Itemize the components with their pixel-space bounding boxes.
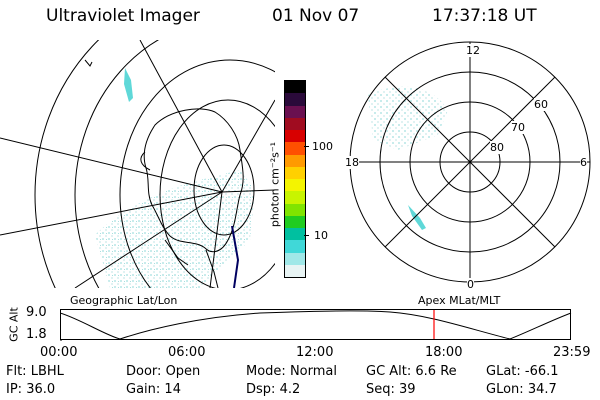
colorbar-segment: [285, 252, 305, 265]
status-filter: Flt: LBHL: [6, 364, 64, 379]
altitude-xtick-0: 00:00: [40, 345, 78, 360]
mlt-label-12: 12: [466, 44, 480, 57]
altitude-xtick-1: 06:00: [168, 345, 206, 360]
colorbar-segment: [285, 228, 305, 241]
altitude-xtick-2: 12:00: [296, 345, 334, 360]
apex-title: Apex MLat/MLT: [418, 294, 501, 307]
colorbar-segment: [285, 264, 305, 277]
aurora-region-polar: [368, 86, 448, 150]
colorbar-segment: [285, 81, 305, 94]
lat-label-70: 70: [511, 121, 525, 134]
colorbar-segment: [285, 117, 305, 130]
status-glon: GLon: 34.7: [486, 382, 557, 397]
instrument-title: Ultraviolet Imager: [46, 6, 200, 26]
colorbar-segment: [285, 215, 305, 228]
mlt-label-0: 0: [467, 278, 474, 291]
altitude-ylabel: GC Alt: [7, 307, 21, 342]
colorbar-label-100: 100: [312, 140, 333, 153]
status-door: Door: Open: [126, 364, 201, 379]
mlt-label-6: 6: [580, 156, 587, 169]
colorbar-unit-label: photon cm⁻²s⁻¹: [268, 141, 282, 228]
status-mode: Mode: Normal: [246, 364, 337, 379]
status-gc-alt: GC Alt: 6.6 Re: [366, 364, 457, 379]
altitude-chart: [60, 309, 572, 341]
colorbar-segment: [285, 191, 305, 204]
colorbar-label-10: 10: [314, 229, 328, 242]
colorbar-tick-10: [304, 235, 309, 236]
colorbar: [284, 80, 306, 278]
altitude-xtick-4: 23:59: [553, 345, 591, 360]
date-label: 01 Nov 07: [272, 6, 360, 26]
lat-label-80: 80: [490, 141, 504, 154]
colorbar-segment: [285, 203, 305, 216]
polar-plot: [349, 41, 591, 283]
colorbar-segment: [285, 166, 305, 179]
mlt-label-18: 18: [345, 156, 359, 169]
aurora-spot-map: [124, 68, 133, 102]
colorbar-segment: [285, 154, 305, 167]
time-label: 17:37:18 UT: [432, 6, 537, 26]
colorbar-segment: [285, 93, 305, 106]
lat-label-60: 60: [534, 98, 548, 111]
colorbar-segment: [285, 142, 305, 155]
status-gain: Gain: 14: [126, 382, 181, 397]
geographic-map: [0, 40, 275, 288]
status-seq: Seq: 39: [366, 382, 416, 397]
altitude-ytick-low: 1.8: [26, 327, 47, 342]
colorbar-tick-100: [304, 146, 309, 147]
colorbar-segment: [285, 179, 305, 192]
status-dsp: Dsp: 4.2: [246, 382, 301, 397]
geographic-title: Geographic Lat/Lon: [70, 294, 178, 307]
colorbar-segment: [285, 105, 305, 118]
altitude-xtick-3: 18:00: [425, 345, 463, 360]
status-glat: GLat: -66.1: [486, 364, 559, 379]
colorbar-segment: [285, 240, 305, 253]
altitude-ytick-high: 9.0: [26, 305, 47, 320]
aurora-spot-polar: [408, 205, 426, 230]
aurora-region-map: [95, 170, 255, 288]
status-ip: IP: 36.0: [6, 382, 56, 397]
colorbar-segment: [285, 130, 305, 143]
